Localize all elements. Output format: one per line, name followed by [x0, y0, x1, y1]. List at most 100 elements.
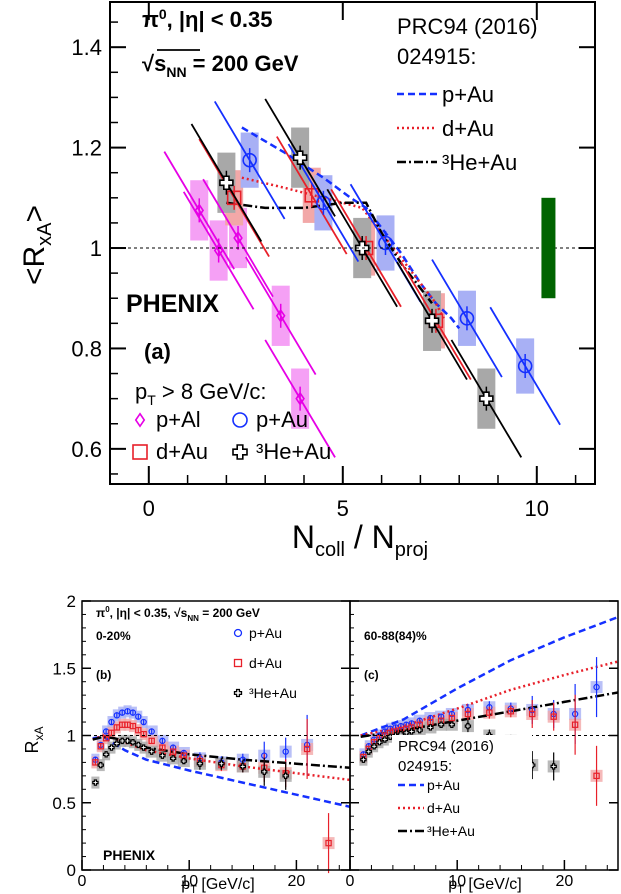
c-point-3he-au — [376, 739, 383, 746]
a-point-p-al — [213, 243, 224, 258]
a-point-p-al — [275, 308, 286, 323]
c-point-d-au — [550, 713, 557, 720]
a-point-p-au — [517, 358, 533, 374]
b-point-3he-au — [239, 763, 246, 770]
a-xtick-label: 0 — [143, 496, 155, 521]
b-point-3he-au — [92, 779, 99, 786]
b-legend-marker-3he-au — [233, 688, 243, 698]
a-legend-marker-d-au — [132, 444, 148, 460]
c-data-points — [360, 657, 600, 806]
a-legend-marker-p-au — [232, 412, 248, 428]
b-panel-label: (b) — [96, 668, 111, 682]
c-legend-label-p-au: p+Au — [427, 777, 460, 793]
a-data-points — [163, 98, 561, 458]
a-legend-marker-p-al — [134, 412, 146, 428]
b-point-d-au — [325, 839, 332, 847]
a-legend-label-3he-au: ³He+Au — [256, 439, 331, 464]
a-legend-marker-3he-au — [232, 444, 248, 460]
b-legend-label-d-au: d+Au — [249, 655, 282, 671]
a-ytick-label: 0.8 — [71, 336, 102, 361]
a-xtick-label: 5 — [337, 496, 349, 521]
b-point-3he-au — [282, 772, 289, 780]
a-ytick-label: 0.6 — [71, 437, 102, 462]
b-point-d-au — [148, 737, 155, 745]
c-point-d-au — [571, 721, 579, 728]
b-point-d-au — [140, 730, 147, 738]
a-point-p-au — [459, 311, 475, 326]
b-point-3he-au — [196, 760, 204, 767]
a-point-3he-au — [219, 175, 234, 191]
b-legend-label-p-au: p+Au — [249, 625, 282, 641]
b-point-p-au — [282, 748, 289, 755]
b-data-points — [92, 708, 332, 874]
b-point-3he-au — [140, 744, 147, 751]
b-point-d-au — [135, 726, 142, 734]
b-ytick-label: 2 — [67, 592, 76, 611]
a-ylabel: <RxA> — [18, 205, 56, 285]
a-xlabel: Ncoll / Nproj — [292, 519, 428, 561]
b-point-3he-au — [169, 755, 177, 762]
c-point-3he-au — [360, 756, 367, 763]
a-panel-label: (a) — [144, 339, 171, 364]
b-xlabel: pT [GeV/c] — [181, 876, 254, 894]
b-point-3he-au — [119, 737, 126, 745]
c-legend-backdrop — [392, 735, 532, 859]
a-point-3he-au — [424, 313, 440, 329]
c-xtick-label: 10 — [448, 873, 466, 890]
c-point-3he-au — [381, 736, 389, 743]
a-ytick-label: 1.4 — [71, 35, 102, 60]
a-pt-cut: pT > 8 GeV/c: — [135, 379, 266, 408]
c-point-3he-au — [416, 726, 423, 734]
a-experiment: PHENIX — [126, 290, 219, 318]
b-point-p-au — [148, 728, 155, 735]
a-ref-title-2: 024915: — [397, 44, 477, 69]
c-point-d-au — [464, 710, 472, 718]
b-centrality: 0-20% — [96, 629, 131, 643]
b-point-3he-au — [129, 739, 137, 746]
b-point-3he-au — [261, 768, 268, 776]
c-point-3he-au — [427, 724, 434, 731]
b-model-curve-d-au — [92, 734, 351, 782]
c-ref-title-2: 024915: — [398, 758, 452, 775]
c-model-curves — [360, 615, 619, 739]
b-data-legend: p+Au d+Au ³He+Au — [233, 625, 297, 701]
c-point-d-au — [529, 710, 536, 718]
c-point-3he-au — [365, 748, 372, 755]
a-sqrt-symbol: √ — [142, 51, 155, 76]
b-point-3he-au — [135, 741, 142, 749]
a-legend-label-p-al: p+Al — [156, 407, 201, 432]
a-legend-label-d-au: d+Au — [156, 439, 208, 464]
c-panel-label: (c) — [364, 668, 379, 682]
b-point-d-au — [92, 759, 99, 766]
b-point-p-au — [108, 718, 115, 726]
a-model-legend-label-3he-au: ³He+Au — [442, 150, 517, 175]
c-point-d-au — [593, 772, 600, 780]
c-xtick-label: 20 — [556, 873, 574, 890]
b-ytick-label: 1 — [67, 727, 76, 746]
b-point-d-au — [97, 743, 104, 750]
b-xtick-label: 20 — [288, 873, 306, 890]
c-legend-label-d-au: d+Au — [427, 800, 460, 816]
a-ref-title-1: PRC94 (2016) — [397, 14, 538, 39]
b-point-3he-au — [148, 748, 155, 755]
a-global-syst-bar — [541, 197, 556, 299]
panel-a: 0.6 0.8 1 1.2 1.4 0 5 10 π0, |η| < 0.35 √sNN = … — [18, 1, 596, 561]
b-point-d-au — [303, 745, 311, 753]
c-xlabel: pT [GeV/c] — [448, 876, 521, 894]
b-legend-marker-p-au — [233, 628, 243, 638]
b-point-3he-au — [97, 761, 104, 769]
a-model-legend-label-d-au: d+Au — [442, 116, 494, 141]
b-point-3he-au — [218, 760, 225, 767]
b-xtick-label: 0 — [78, 873, 87, 890]
b-point-3he-au — [108, 744, 115, 751]
c-point-3he-au — [370, 743, 378, 750]
c-model-curve-p-au — [360, 615, 619, 737]
c-point-3he-au — [448, 721, 456, 728]
b-ylabel: RxA — [22, 726, 46, 753]
c-point-3he-au — [437, 721, 445, 728]
c-point-d-au — [486, 709, 493, 716]
c-xtick-label: 0 — [346, 873, 355, 890]
a-point-p-au — [378, 235, 393, 251]
a-point-p-au — [242, 152, 257, 168]
